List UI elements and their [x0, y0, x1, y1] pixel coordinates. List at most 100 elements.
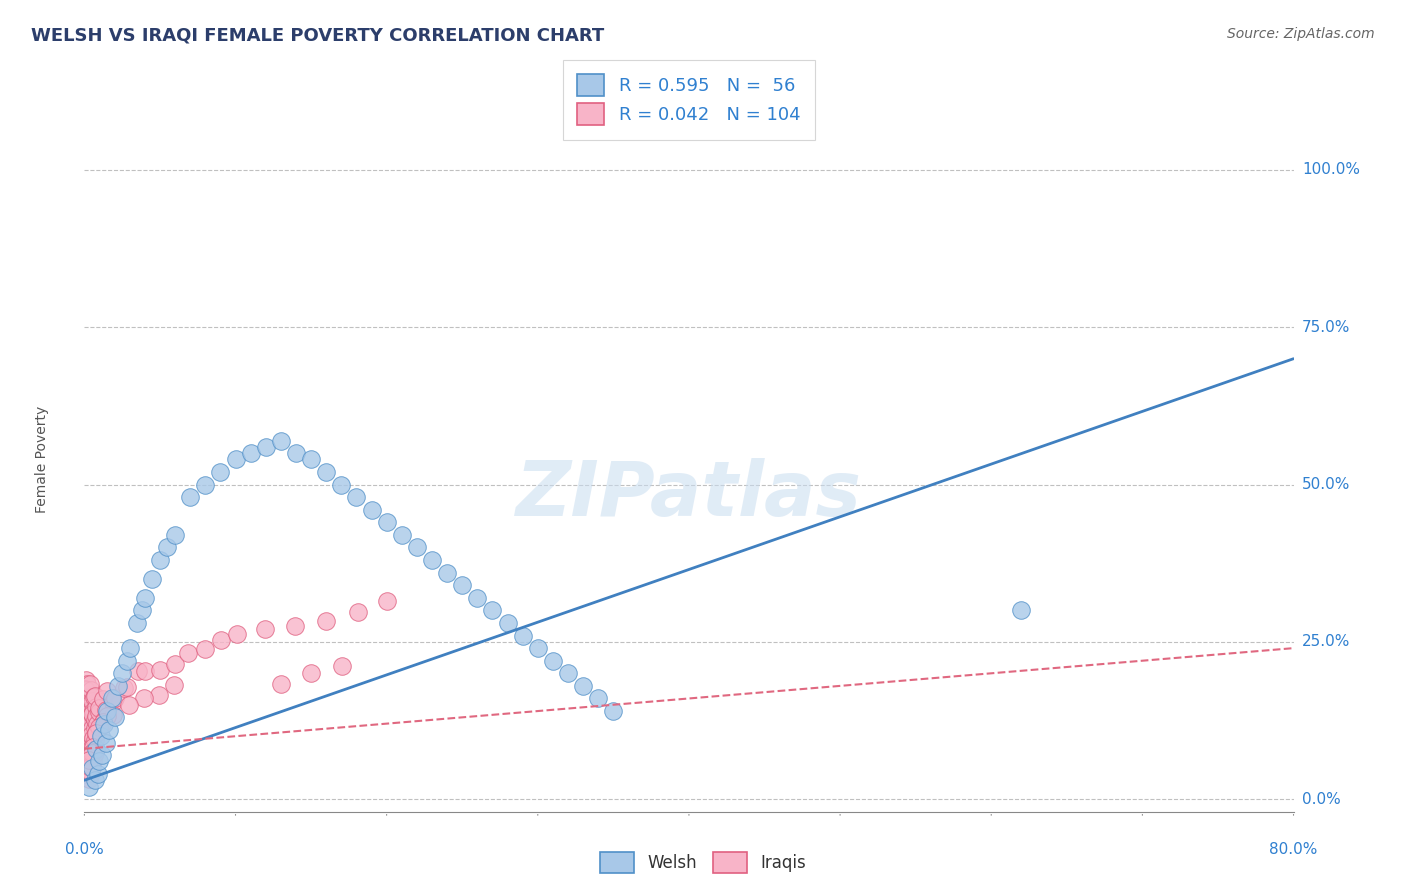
Point [436, 566, 458, 580]
Point [96, 704, 118, 718]
Point [315, 615, 337, 629]
Point [527, 641, 550, 656]
Point [165, 657, 187, 671]
Point [93, 713, 115, 727]
Point [75, 681, 97, 696]
Point [107, 679, 129, 693]
Point [149, 553, 172, 567]
Legend: Welsh, Iraqis: Welsh, Iraqis [593, 846, 813, 880]
Point [156, 541, 179, 555]
Point [75, 704, 97, 718]
Text: 75.0%: 75.0% [1302, 319, 1350, 334]
Point [82, 737, 104, 751]
Point [104, 710, 127, 724]
Point [299, 452, 322, 467]
Point [80, 721, 103, 735]
Point [496, 615, 519, 630]
Point [512, 628, 534, 642]
Point [94, 735, 117, 749]
Point [82, 733, 104, 747]
Point [83, 690, 105, 704]
Point [96, 709, 118, 723]
Point [179, 490, 201, 504]
Point [82, 707, 104, 722]
Point [97, 723, 120, 737]
Point [112, 681, 135, 695]
Point [391, 528, 413, 542]
Point [80, 761, 103, 775]
Point [588, 691, 610, 706]
Point [467, 591, 489, 605]
Point [91, 691, 114, 706]
Point [77, 758, 100, 772]
Point [451, 578, 474, 592]
Point [134, 665, 156, 679]
Legend: R = 0.595   N =  56, R = 0.042   N = 104: R = 0.595 N = 56, R = 0.042 N = 104 [562, 60, 815, 140]
Point [75, 693, 97, 707]
Point [87, 705, 110, 719]
Point [254, 623, 277, 637]
Point [194, 641, 217, 656]
Point [1011, 603, 1033, 617]
Point [75, 747, 97, 761]
Point [84, 700, 107, 714]
Point [82, 731, 104, 746]
Point [77, 732, 100, 747]
Point [84, 726, 107, 740]
Point [76, 712, 98, 726]
Point [165, 528, 187, 542]
Point [315, 465, 337, 479]
Point [84, 709, 107, 723]
Point [96, 684, 118, 698]
Text: 80.0%: 80.0% [1270, 842, 1317, 857]
Point [90, 719, 112, 733]
Point [77, 713, 100, 727]
Point [84, 726, 107, 740]
Point [82, 705, 104, 719]
Point [225, 452, 247, 467]
Point [84, 773, 107, 788]
Text: 100.0%: 100.0% [1302, 162, 1360, 178]
Point [75, 673, 97, 687]
Point [83, 747, 105, 761]
Point [75, 683, 97, 698]
Point [77, 705, 100, 719]
Point [360, 502, 382, 516]
Point [141, 572, 163, 586]
Text: Female Poverty: Female Poverty [35, 406, 49, 513]
Point [87, 767, 110, 781]
Point [100, 691, 122, 706]
Point [346, 605, 368, 619]
Point [83, 746, 105, 760]
Point [82, 745, 104, 759]
Point [111, 666, 134, 681]
Point [226, 627, 249, 641]
Point [332, 658, 354, 673]
Point [101, 707, 124, 722]
Point [76, 767, 98, 781]
Point [91, 714, 114, 729]
Point [406, 541, 429, 555]
Point [103, 695, 125, 709]
Point [77, 741, 100, 756]
Point [557, 666, 579, 681]
Text: 0.0%: 0.0% [65, 842, 104, 857]
Point [83, 721, 105, 735]
Point [80, 702, 103, 716]
Point [79, 725, 101, 739]
Point [80, 747, 103, 761]
Text: ZIPatlas: ZIPatlas [516, 458, 862, 532]
Point [84, 713, 107, 727]
Point [115, 654, 138, 668]
Point [209, 465, 232, 479]
Point [163, 678, 186, 692]
Point [77, 703, 100, 717]
Point [76, 752, 98, 766]
Point [270, 676, 292, 690]
Point [79, 766, 101, 780]
Point [77, 772, 100, 786]
Point [209, 632, 232, 647]
Point [148, 688, 170, 702]
Point [270, 434, 292, 448]
Point [103, 691, 125, 706]
